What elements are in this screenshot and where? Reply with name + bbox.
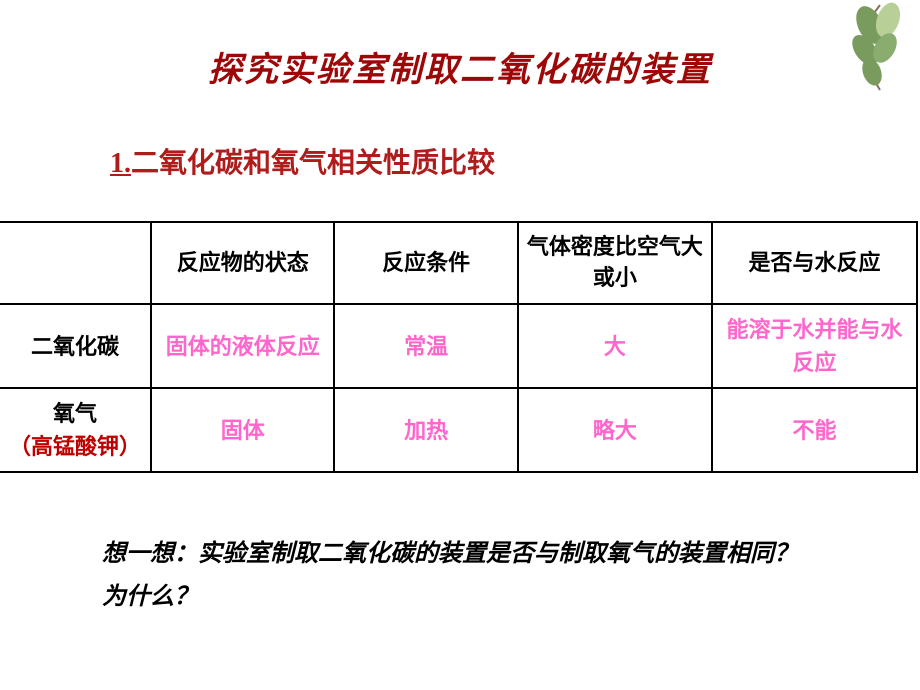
comparison-table: 反应物的状态 反应条件 气体密度比空气大或小 是否与水反应 二氧化碳 固体的液体… [0,221,918,473]
row-label-o2-text: 氧气 [53,401,97,426]
table-header-row: 反应物的状态 反应条件 气体密度比空气大或小 是否与水反应 [0,222,917,304]
row-label-o2: 氧气 （高锰酸钾） [0,388,151,472]
header-cell-density: 气体密度比空气大或小 [518,222,712,304]
data-cell-co2-condition: 常温 [334,304,517,388]
data-cell-o2-density: 略大 [518,388,712,472]
row-label-co2: 二氧化碳 [0,304,151,388]
data-cell-co2-water: 能溶于水并能与水反应 [712,304,917,388]
header-cell-condition: 反应条件 [334,222,517,304]
subtitle: 1.二氧化碳和氧气相关性质比较 [0,141,920,181]
data-cell-co2-density: 大 [518,304,712,388]
question-prefix: 想一想： [102,541,198,567]
question-text: 实验室制取二氧化碳的装置是否与制取氧气的装置相同？为什么？ [102,541,798,610]
subtitle-number: 1. [110,148,131,179]
data-cell-o2-state: 固体 [151,388,334,472]
data-cell-o2-water: 不能 [712,388,917,472]
question-section: 想一想：实验室制取二氧化碳的装置是否与制取氧气的装置相同？为什么？ [0,533,920,619]
subtitle-text: 二氧化碳和氧气相关性质比较 [131,148,495,179]
header-cell-water: 是否与水反应 [712,222,917,304]
leaf-decoration-icon [840,0,920,100]
row-label-co2-text: 二氧化碳 [31,334,119,359]
header-cell-empty [0,222,151,304]
header-cell-state: 反应物的状态 [151,222,334,304]
table-row-co2: 二氧化碳 固体的液体反应 常温 大 能溶于水并能与水反应 [0,304,917,388]
data-cell-co2-state: 固体的液体反应 [151,304,334,388]
table-row-o2: 氧气 （高锰酸钾） 固体 加热 略大 不能 [0,388,917,472]
data-cell-o2-condition: 加热 [334,388,517,472]
page-title: 探究实验室制取二氧化碳的装置 [0,0,920,91]
row-label-o2-accent: （高锰酸钾） [9,434,141,459]
